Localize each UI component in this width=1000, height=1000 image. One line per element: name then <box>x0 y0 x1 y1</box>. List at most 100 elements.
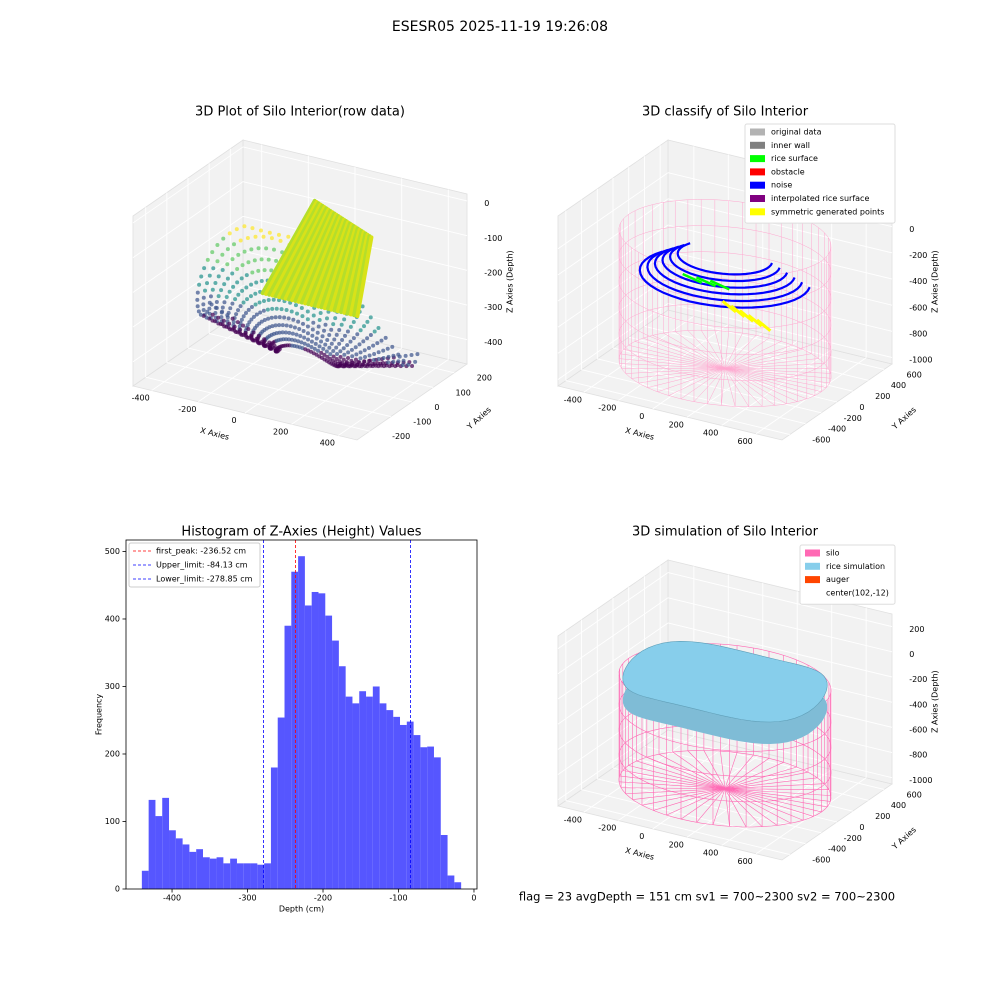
grid-line <box>132 181 244 259</box>
point <box>238 327 243 332</box>
point <box>199 274 204 279</box>
bar <box>372 686 380 889</box>
point <box>266 316 271 321</box>
x-tick-label: 600 <box>738 437 753 446</box>
point <box>295 311 300 316</box>
point <box>251 330 256 335</box>
point <box>231 319 236 324</box>
point <box>232 324 237 329</box>
grid-line <box>667 224 893 280</box>
point <box>208 294 213 299</box>
point <box>358 356 363 361</box>
y-tick-label: -400 <box>828 845 846 854</box>
point <box>360 304 365 309</box>
point <box>210 287 215 292</box>
grid-line <box>660 314 885 370</box>
bar <box>311 591 319 889</box>
z-tick-label: -400 <box>909 277 927 286</box>
point <box>367 358 372 363</box>
point <box>383 335 388 340</box>
surface-strand <box>273 203 325 299</box>
point <box>406 362 411 367</box>
grid-line <box>557 224 669 302</box>
silo-floor <box>724 331 729 369</box>
silo-floor <box>724 788 763 827</box>
grid-line <box>132 146 244 224</box>
point <box>269 236 274 241</box>
point <box>286 316 291 321</box>
point <box>197 282 202 287</box>
silo-floor <box>724 353 812 369</box>
plot-frame <box>125 539 478 890</box>
point <box>386 354 391 359</box>
z-tick-label: 0 <box>909 225 914 234</box>
bar <box>169 830 176 889</box>
surface-strand <box>352 234 372 318</box>
point <box>357 342 362 347</box>
point <box>215 242 220 247</box>
surface-strand <box>332 226 360 313</box>
legend-swatch <box>750 168 765 176</box>
point <box>284 337 289 342</box>
grid-line <box>557 597 669 675</box>
point <box>375 341 380 346</box>
legend-label: rice surface <box>771 154 818 163</box>
x-tick-label: -100 <box>389 894 407 903</box>
point <box>236 308 241 313</box>
point <box>290 331 295 336</box>
point <box>249 317 254 322</box>
point <box>261 234 266 239</box>
surface-strand <box>348 232 370 317</box>
grid-line <box>132 215 244 293</box>
silo-floor <box>632 788 726 800</box>
bar <box>141 870 149 889</box>
point <box>221 318 226 323</box>
symmetric-points <box>747 314 763 328</box>
point <box>254 280 259 285</box>
point <box>207 306 212 311</box>
grid-line <box>145 376 370 432</box>
y-tick-label: 0 <box>859 823 864 832</box>
footer: flag = 23 avgDepth = 151 cm sv1 = 700~23… <box>519 890 895 904</box>
point <box>241 314 246 319</box>
z-tick-label: -200 <box>909 675 927 684</box>
bar <box>433 757 441 889</box>
point <box>368 315 373 320</box>
silo-floor <box>712 788 726 825</box>
silo-floor <box>724 337 770 369</box>
bar <box>345 696 353 889</box>
point <box>258 310 263 315</box>
surface-strand <box>280 206 329 300</box>
point <box>227 321 232 326</box>
grid-line <box>557 572 669 649</box>
y-tick-label: 200 <box>875 812 890 821</box>
x-tick-label: -400 <box>163 894 181 903</box>
surface-strand <box>283 207 331 301</box>
z-tick-label: -200 <box>909 251 927 260</box>
point <box>338 354 343 359</box>
point <box>292 338 297 343</box>
point <box>305 309 310 314</box>
legend-swatch <box>805 562 820 570</box>
point <box>273 315 278 320</box>
point <box>325 354 330 359</box>
point <box>219 315 224 320</box>
point <box>227 289 232 294</box>
z-tick-label: -100 <box>484 234 502 243</box>
silo-floor <box>635 341 726 369</box>
point <box>270 306 275 311</box>
silo-floor <box>703 750 726 789</box>
silo-floor <box>623 349 726 369</box>
point <box>239 276 244 281</box>
legend-label: first_peak: -236.52 cm <box>156 547 246 556</box>
point <box>207 273 212 278</box>
point <box>245 297 250 302</box>
silo-floor <box>724 788 822 813</box>
point <box>232 242 237 247</box>
point <box>210 250 215 255</box>
surface-strand <box>335 227 362 314</box>
bar <box>175 838 183 889</box>
bar <box>223 863 231 889</box>
grid-line <box>557 276 669 354</box>
point <box>231 284 236 289</box>
